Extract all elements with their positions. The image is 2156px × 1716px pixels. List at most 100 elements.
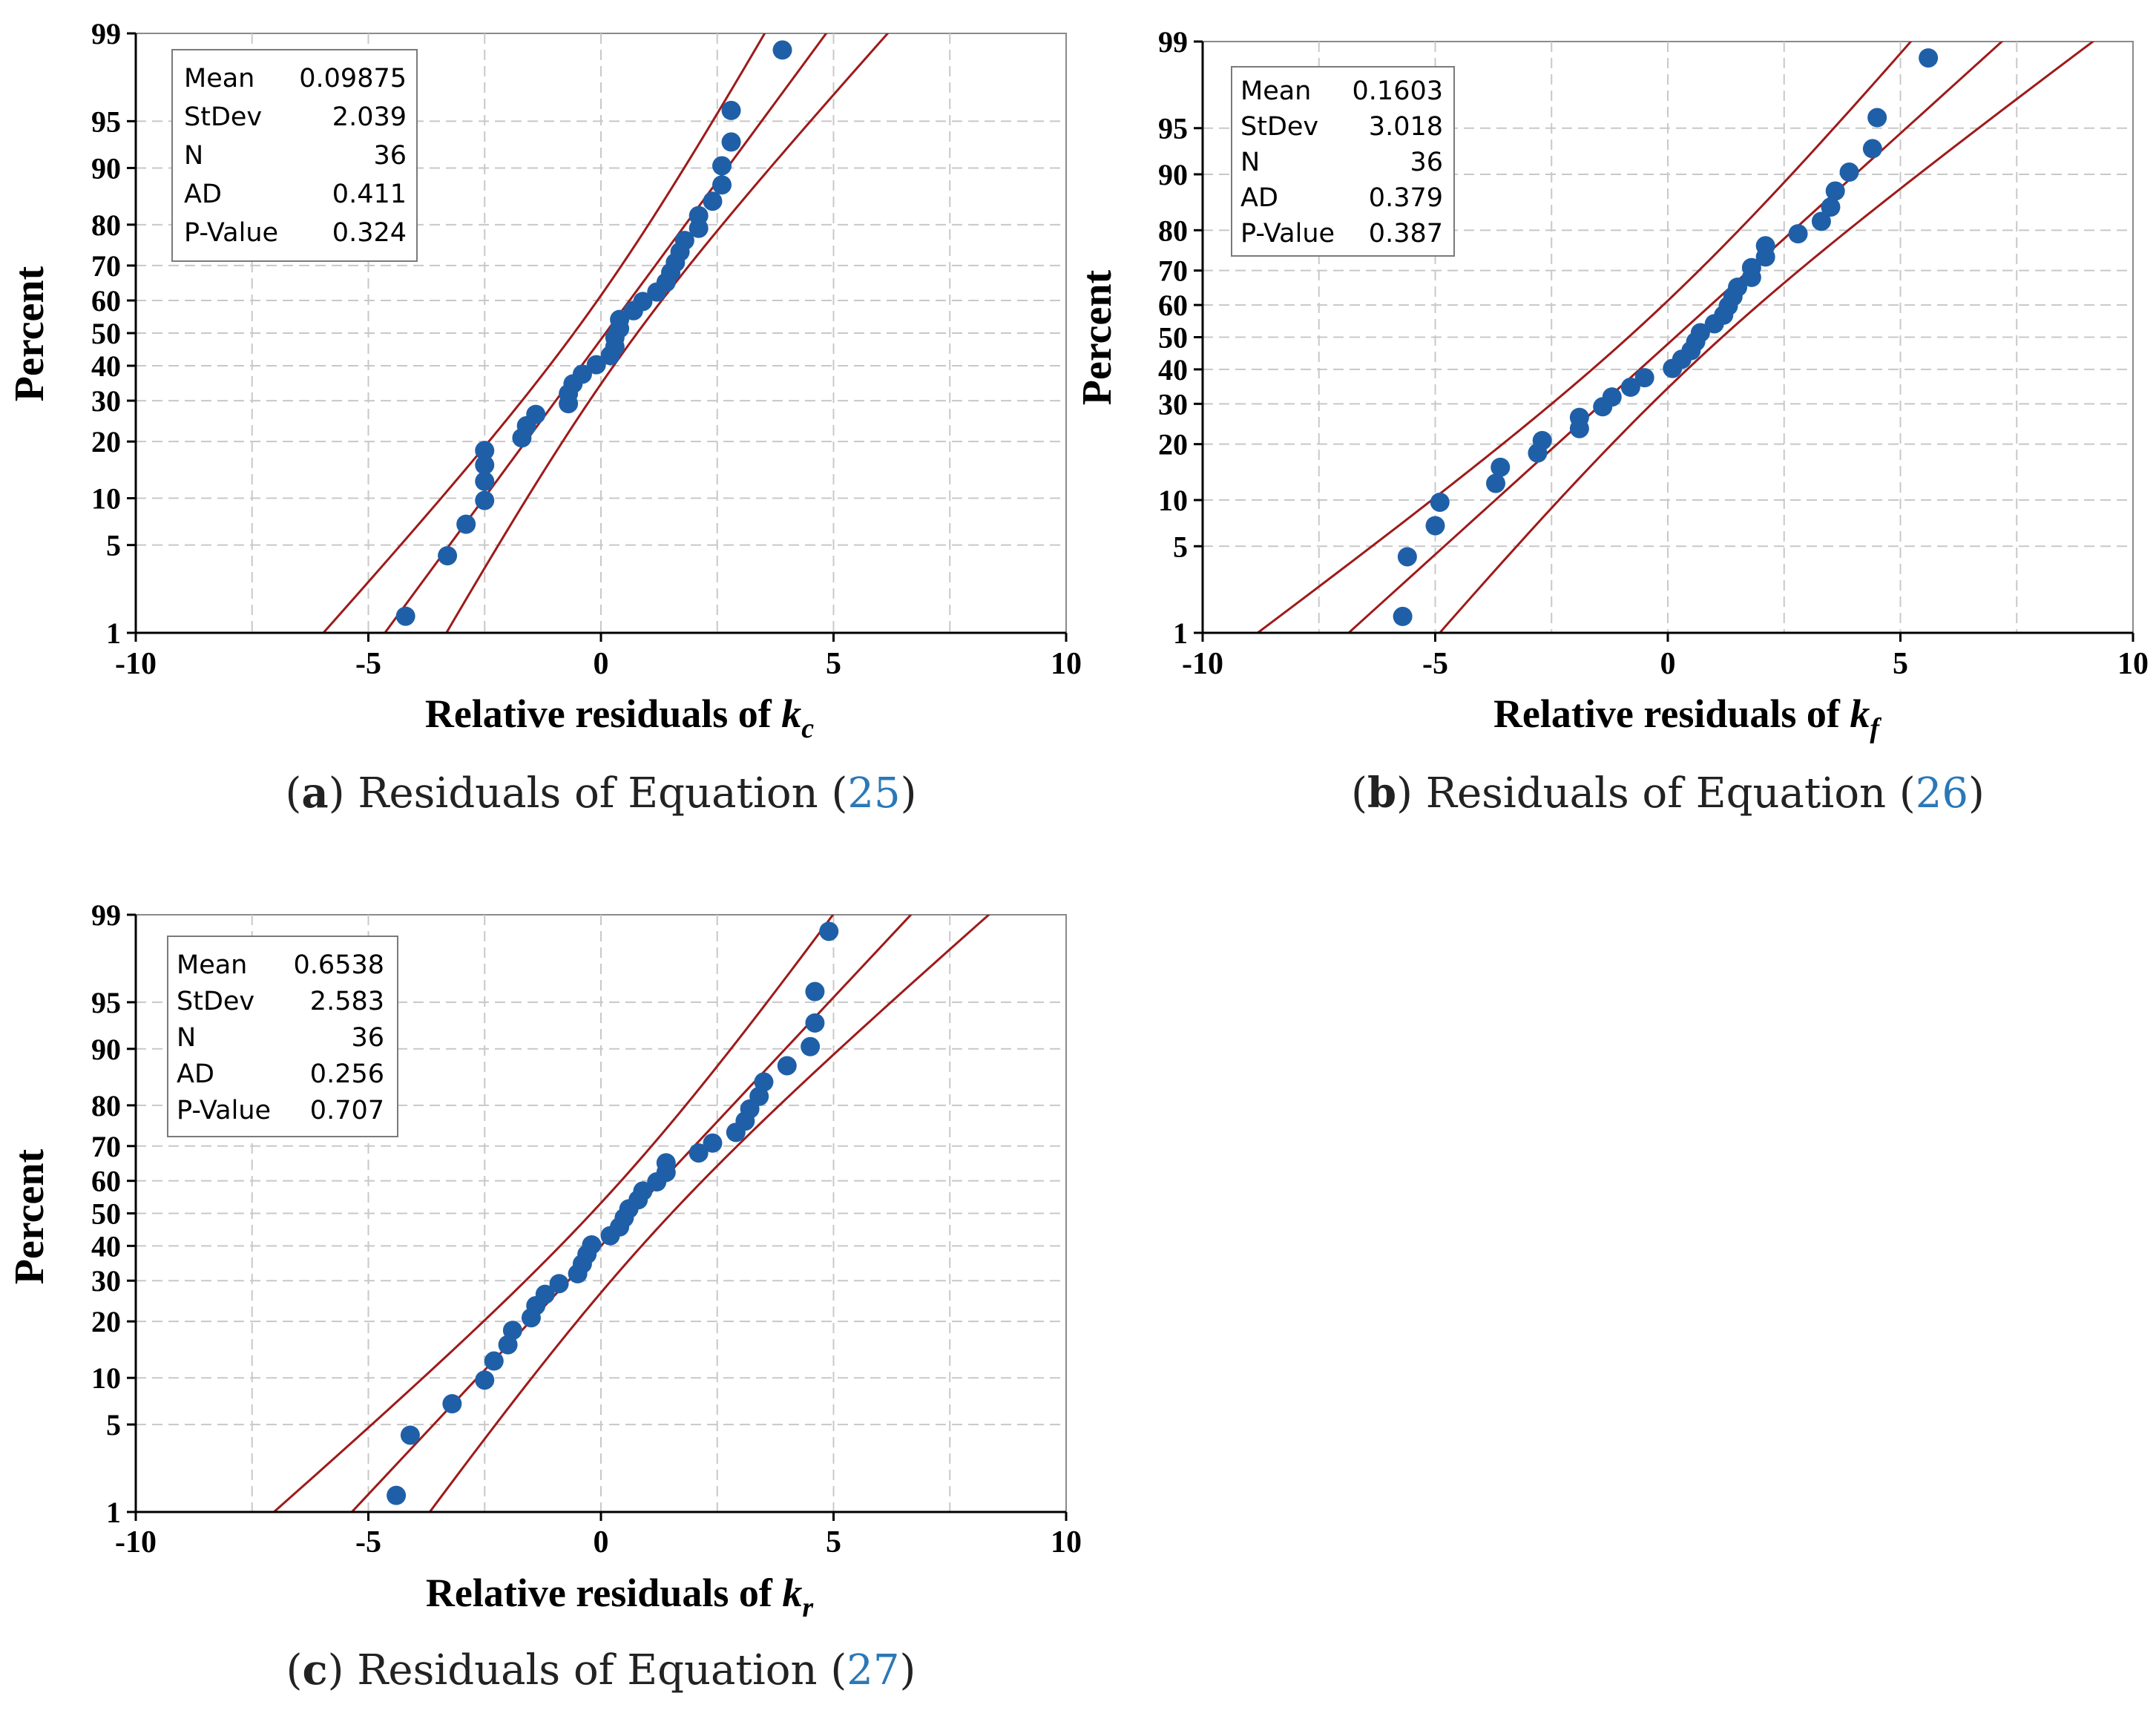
x-tick-label: 10 [1051,647,1082,681]
caption-equation-link[interactable]: 25 [847,769,900,818]
stat-label: N [184,141,203,171]
y-tick-label: 99 [1158,25,1188,59]
data-point [801,1036,821,1056]
y-tick-label: 30 [1158,387,1188,421]
data-point [1602,387,1622,407]
data-point [1397,547,1417,567]
lower-confidence-band [1438,42,2095,633]
data-point [475,441,495,461]
stat-value: 36 [351,1023,384,1053]
x-tick-label: 10 [2117,647,2149,681]
data-point [712,175,732,195]
stats-legend-box [1231,66,1455,257]
y-tick-label: 90 [91,151,121,185]
data-point [535,1284,555,1304]
x-tick-label: 10 [1051,1525,1082,1559]
figure-caption: (c) Residuals of Equation (27) [286,1646,916,1694]
data-point [1491,457,1511,477]
x-tick-label: 0 [594,647,609,681]
data-point [805,1013,825,1033]
stat-value: 0.256 [310,1059,384,1089]
stat-value: 0.707 [310,1096,384,1125]
stat-value: 0.324 [332,218,407,248]
x-axis-label: Relative residuals of kr [426,1571,814,1623]
x-tick-label: 0 [1660,647,1676,681]
x-axis-label-subscript: f [1870,713,1881,744]
stat-label: StDev [1240,112,1318,142]
data-point [805,982,825,1002]
data-point [1788,224,1808,244]
data-point [475,455,495,475]
stat-label: StDev [184,102,262,132]
caption-letter: c [303,1646,328,1694]
data-point [633,292,653,312]
caption-text: Residuals of Equation ( [358,769,847,818]
stat-value: 0.6538 [294,950,384,980]
y-tick-label: 20 [91,1305,121,1338]
data-point [819,921,839,941]
data-point [442,1394,462,1414]
y-tick-label: 10 [1158,484,1188,517]
caption-letter: b [1367,769,1396,818]
x-axis-label-symbol: k [1850,691,1870,736]
upper-confidence-band [272,915,835,1512]
y-tick-label: 20 [91,425,121,458]
data-point [1862,139,1882,159]
stat-label: AD [1240,183,1278,213]
y-axis-label: Percent [1074,269,1120,405]
y-tick-label: 5 [1173,530,1188,563]
stat-value: 0.411 [332,180,407,209]
y-tick-label: 20 [1158,428,1188,461]
y-tick-label: 5 [106,1408,121,1441]
stat-value: 2.039 [332,102,407,132]
data-point [721,132,741,152]
chart-panel-b: -10 -5 0 5 10151020304050607080909599Percent… [1074,25,2149,818]
caption-close-paren: ) [1396,769,1426,818]
x-tick-label: 5 [826,1525,841,1559]
data-point [656,1153,676,1173]
data-point [395,606,415,626]
caption-end: ) [901,769,917,818]
data-point [1867,108,1887,128]
data-point [1821,197,1841,217]
data-point [572,364,592,384]
caption-letter: a [301,769,328,818]
y-tick-label: 70 [91,1130,121,1163]
data-point [475,471,495,491]
y-tick-label: 70 [91,249,121,283]
caption-equation-link[interactable]: 27 [847,1646,899,1694]
y-tick-label: 95 [91,105,121,138]
upper-confidence-band [1255,42,1913,633]
stat-value: 0.09875 [299,64,407,93]
lower-confidence-band [428,915,991,1512]
data-point [1532,430,1552,450]
y-tick-label: 50 [1158,321,1188,355]
caption-equation-link[interactable]: 26 [1916,769,1968,818]
y-tick-label: 50 [91,317,121,350]
y-tick-label: 5 [106,529,121,562]
upper-confidence-band [321,33,766,633]
y-tick-label: 70 [1158,254,1188,288]
y-tick-label: 90 [1158,158,1188,191]
data-point [586,355,606,375]
y-tick-label: 30 [91,384,121,418]
data-point [387,1485,407,1505]
data-point [712,156,732,176]
y-tick-label: 99 [91,898,121,932]
data-point [582,1235,602,1255]
data-point [1690,323,1710,343]
stat-value: 2.583 [310,987,384,1016]
y-tick-label: 99 [91,17,121,50]
y-tick-label: 1 [1173,617,1188,650]
data-point [1430,492,1450,512]
stat-value: 0.379 [1369,183,1443,213]
x-axis-label-text: Relative residuals of [426,1571,782,1615]
stat-label: P-Value [177,1096,271,1125]
data-point [1755,236,1775,256]
y-tick-label: 50 [91,1197,121,1231]
x-axis-label-subscript: r [802,1592,814,1623]
x-axis-label-text: Relative residuals of [425,691,781,736]
y-tick-label: 40 [91,1229,121,1263]
data-point [400,1425,420,1445]
data-point [721,100,741,120]
